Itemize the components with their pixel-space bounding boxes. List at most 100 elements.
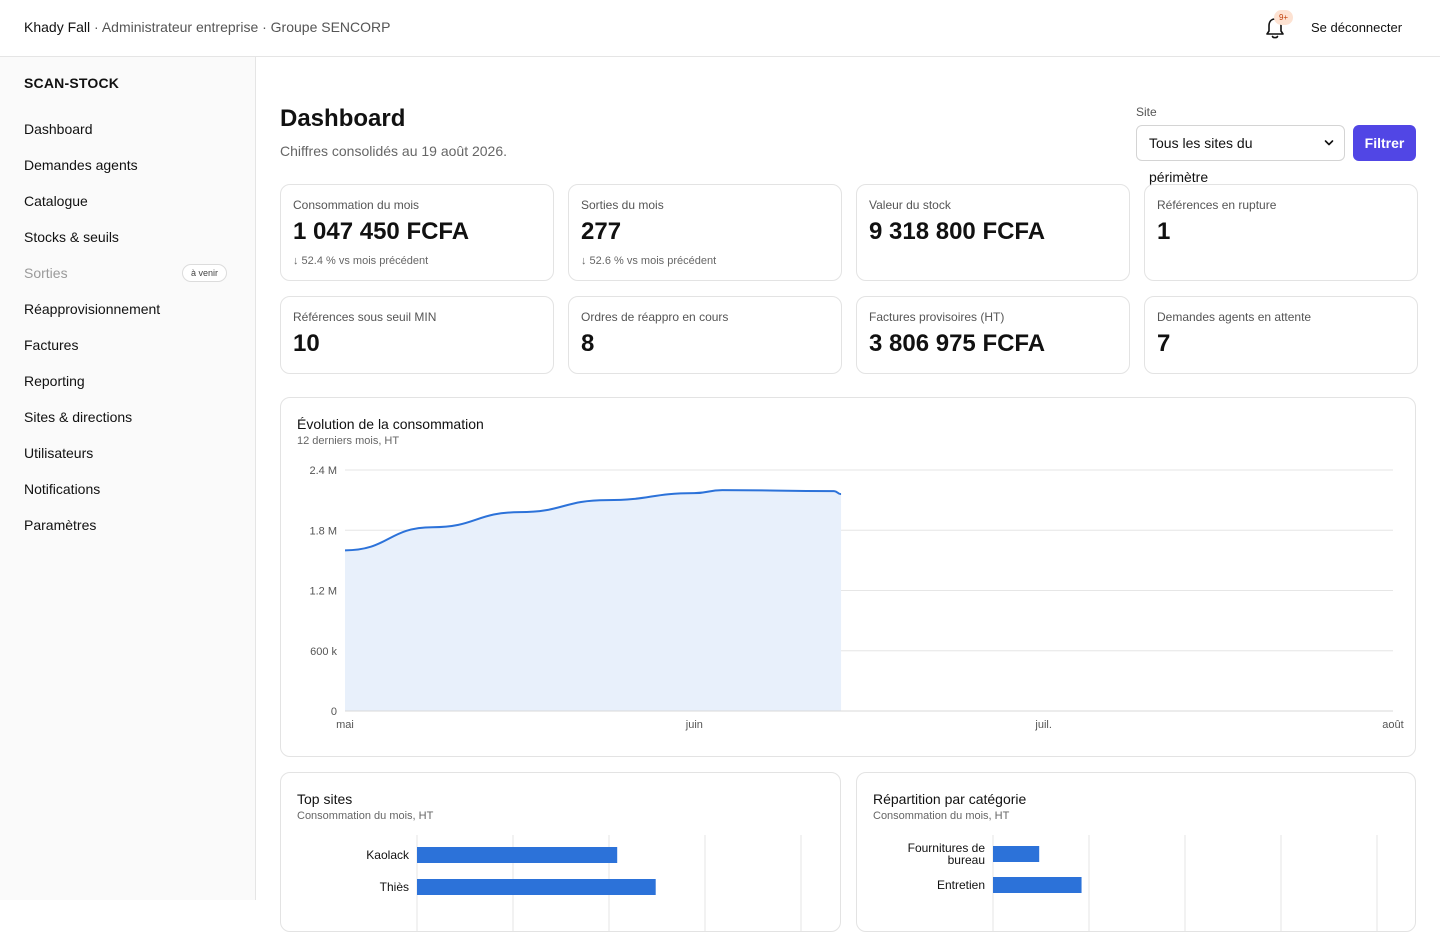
bar [417, 879, 656, 895]
kpi-value: 9 318 800 FCFA [869, 218, 1046, 245]
evolution-chart-card: Évolution de la consommation 12 derniers… [280, 397, 1416, 757]
kpi-value: 8 [581, 330, 595, 357]
sidebar-item-label: Factures [24, 337, 79, 353]
y-tick-label: 600 k [310, 646, 337, 658]
chart-subtitle: 12 derniers mois, HT [297, 435, 400, 447]
sidebar-item-notifications[interactable]: Notifications [0, 471, 255, 507]
chart-title: Évolution de la consommation [297, 416, 484, 432]
sidebar-item-label: Paramètres [24, 517, 97, 533]
notification-count-badge: 9+ [1274, 10, 1293, 25]
kpi-value: 1 [1157, 218, 1171, 245]
kpi-value: 277 [581, 218, 622, 245]
bar-category-label: Entretien [937, 878, 985, 892]
coming-soon-badge: à venir [182, 264, 228, 282]
brand-logo: SCAN-STOCK [24, 75, 120, 91]
top-sites-chart: Kaolack Thiès [366, 835, 802, 931]
x-tick-label: août [1382, 719, 1403, 731]
bar-category-label: bureau [948, 853, 985, 867]
x-tick-label: juil. [1034, 719, 1052, 731]
kpi-delta: ↓ 52.6 % vs mois précédent [581, 255, 717, 267]
sidebar-item-label: Sites & directions [24, 409, 133, 425]
main-content: Dashboard Chiffres consolidés au 19 août… [256, 57, 1440, 932]
user-context: Khady Fall · Administrateur entreprise ·… [24, 19, 391, 35]
kpi-value: 7 [1157, 330, 1171, 357]
sidebar-item-reapprovisionnement[interactable]: Réapprovisionnement [0, 291, 255, 327]
kpi-card-consommation: Consommation du mois 1 047 450 FCFA ↓ 52… [280, 184, 554, 281]
sidebar-item-label: Stocks & seuils [24, 229, 119, 245]
chart-subtitle: Consommation du mois, HT [297, 810, 434, 822]
chart-title: Répartition par catégorie [873, 791, 1027, 807]
kpi-label: Références sous seuil MIN [293, 310, 437, 324]
bar [993, 877, 1082, 893]
page-subtitle: Chiffres consolidés au 19 août 2026. [280, 143, 508, 159]
top-bar: Khady Fall · Administrateur entreprise ·… [0, 0, 1440, 57]
logout-button[interactable]: Se déconnecter [1311, 20, 1403, 35]
y-tick-label: 1.2 M [309, 586, 337, 598]
kpi-label: Ordres de réappro en cours [581, 310, 729, 324]
sidebar-item-label: Reporting [24, 373, 85, 389]
user-role: · Administrateur entreprise · Groupe SEN… [94, 19, 391, 35]
sidebar-item-catalogue[interactable]: Catalogue [0, 183, 255, 219]
kpi-card-sous-seuil: Références sous seuil MIN 10 [280, 296, 554, 374]
sidebar-item-label: Demandes agents [24, 157, 138, 173]
x-tick-label: juin [685, 719, 703, 731]
sidebar-item-label: Notifications [24, 481, 101, 497]
x-tick-label: mai [336, 719, 354, 731]
sidebar-item-label: Sorties [24, 265, 68, 281]
sidebar-item-stocks-seuils[interactable]: Stocks & seuils [0, 219, 255, 255]
kpi-card-demandes: Demandes agents en attente 7 [1144, 296, 1418, 374]
sidebar-item-label: Utilisateurs [24, 445, 94, 461]
sidebar-item-label: Réapprovisionnement [24, 301, 161, 317]
sidebar-nav: Dashboard Demandes agents Catalogue Stoc… [0, 111, 255, 543]
chart-subtitle: Consommation du mois, HT [873, 810, 1010, 822]
kpi-label: Demandes agents en attente [1157, 310, 1312, 324]
kpi-label: Sorties du mois [581, 198, 664, 212]
kpi-value: 3 806 975 FCFA [869, 330, 1046, 357]
category-chart-card: Répartition par catégorie Consommation d… [856, 772, 1416, 932]
chevron-down-icon [1324, 140, 1334, 146]
bar-category-label: Thiès [380, 880, 409, 894]
y-tick-label: 0 [331, 706, 337, 718]
chart-title: Top sites [297, 791, 353, 807]
kpi-label: Valeur du stock [869, 198, 951, 212]
user-name: Khady Fall [24, 19, 91, 35]
y-tick-label: 2.4 M [309, 465, 337, 477]
kpi-label: Références en rupture [1157, 198, 1277, 212]
bar [993, 846, 1040, 862]
sidebar-item-sorties: Sorties à venir [0, 255, 255, 291]
kpi-value: 1 047 450 FCFA [293, 218, 470, 245]
consumption-series-line [344, 489, 842, 552]
bar-category-label: Fournitures de [908, 841, 986, 855]
kpi-card-rupture: Références en rupture 1 [1144, 184, 1418, 281]
kpi-delta: ↓ 52.4 % vs mois précédent [293, 255, 429, 267]
y-tick-label: 1.8 M [309, 525, 337, 537]
sidebar-item-dashboard[interactable]: Dashboard [0, 111, 255, 147]
bar [417, 847, 618, 863]
site-select[interactable]: Tous les sites du périmètre [1136, 125, 1345, 185]
sidebar-item-sites-directions[interactable]: Sites & directions [0, 399, 255, 435]
sidebar-item-reporting[interactable]: Reporting [0, 363, 255, 399]
kpi-card-valeur-stock: Valeur du stock 9 318 800 FCFA [856, 184, 1130, 281]
sidebar-item-parametres[interactable]: Paramètres [0, 507, 255, 543]
kpi-card-factures: Factures provisoires (HT) 3 806 975 FCFA [856, 296, 1130, 374]
top-sites-chart-card: Top sites Consommation du mois, HT Kaola… [280, 772, 841, 932]
kpi-label: Consommation du mois [293, 198, 420, 212]
bar-category-label: Kaolack [366, 848, 410, 862]
sidebar-item-factures[interactable]: Factures [0, 327, 255, 363]
kpi-value: 10 [293, 330, 320, 357]
area-fill [345, 490, 842, 711]
kpi-label: Factures provisoires (HT) [869, 310, 1005, 324]
sidebar-item-label: Catalogue [24, 193, 88, 209]
sidebar-item-utilisateurs[interactable]: Utilisateurs [0, 435, 255, 471]
kpi-card-sorties: Sorties du mois 277 ↓ 52.6 % vs mois pré… [568, 184, 842, 281]
evolution-chart: 0 600 k 1.2 M 1.8 M 2.4 M mai juin juil. août [309, 465, 1403, 731]
page-title: Dashboard [280, 105, 406, 132]
filter-button[interactable]: Filtrer [1353, 125, 1416, 161]
sidebar-item-label: Dashboard [24, 121, 93, 137]
sidebar: SCAN-STOCK Dashboard Demandes agents Cat… [0, 57, 256, 900]
site-filter-label: Site [1136, 105, 1157, 119]
sidebar-item-demandes-agents[interactable]: Demandes agents [0, 147, 255, 183]
kpi-card-reappro: Ordres de réappro en cours 8 [568, 296, 842, 374]
site-select-value: Tous les sites du périmètre [1149, 135, 1253, 185]
